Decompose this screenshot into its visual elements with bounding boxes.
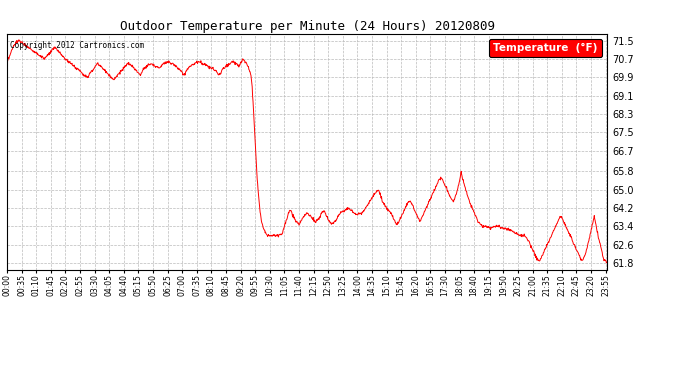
Text: Copyright 2012 Cartronics.com: Copyright 2012 Cartronics.com: [10, 41, 144, 50]
Legend: Temperature  (°F): Temperature (°F): [489, 39, 602, 57]
Title: Outdoor Temperature per Minute (24 Hours) 20120809: Outdoor Temperature per Minute (24 Hours…: [119, 20, 495, 33]
